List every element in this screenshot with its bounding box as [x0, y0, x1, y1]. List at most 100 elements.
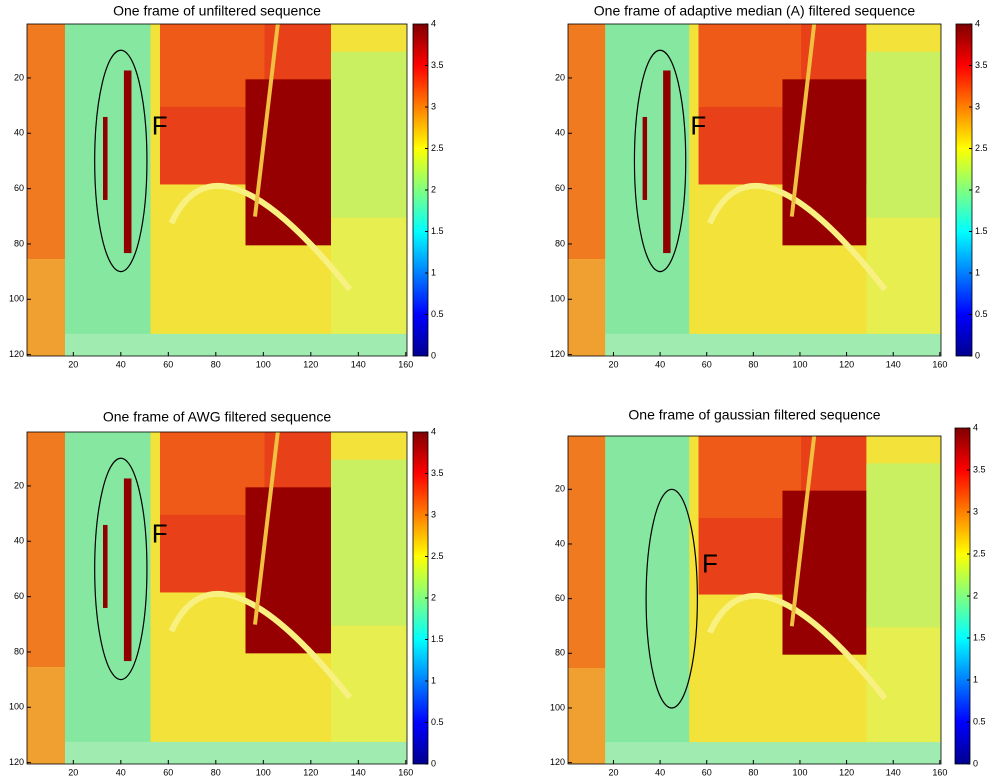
y-tick-label: 80 [555, 238, 565, 248]
y-tick-label: 60 [14, 183, 24, 193]
panel-title: One frame of unfiltered sequence [113, 3, 321, 19]
colorbar-tick-label: 0.5 [431, 717, 444, 727]
x-tick-label: 120 [303, 767, 318, 776]
image-region [605, 742, 941, 764]
image-region [568, 259, 606, 356]
colorbar-tick-label: 4 [973, 422, 978, 432]
colorbar-tick-label: 2.5 [431, 551, 444, 561]
y-tick-label: 20 [14, 72, 24, 82]
y-tick-label: 20 [14, 480, 24, 490]
image-region [789, 24, 817, 217]
image-region [27, 24, 65, 260]
image-region [65, 24, 151, 356]
x-tick-label: 140 [886, 359, 901, 369]
x-tick-label: 160 [932, 359, 947, 369]
image-region [642, 116, 648, 200]
colorbar-tick-label: 2 [973, 590, 978, 600]
y-tick-label: 80 [14, 238, 24, 248]
x-tick-label: 120 [839, 359, 854, 369]
annotation-ellipse [94, 49, 148, 273]
image-region [331, 217, 407, 356]
colorbar-tick-label: 3.5 [975, 60, 988, 70]
x-tick-label: 120 [839, 767, 854, 776]
x-tick-label: 20 [608, 767, 618, 776]
colorbar-tick-label: 3.5 [973, 464, 986, 474]
image-region [866, 463, 941, 628]
x-tick-label: 100 [256, 767, 271, 776]
y-tick-label: 120 [550, 757, 565, 767]
annotation-ellipse [94, 457, 148, 681]
image-region [168, 590, 353, 700]
image-region [253, 432, 280, 625]
colorbar-tick-label: 2.5 [975, 143, 988, 153]
image-region [568, 668, 606, 764]
colorbar-tick-label: 1.5 [973, 632, 986, 642]
image-region [866, 627, 941, 764]
colorbar-tick-label: 4 [431, 426, 436, 436]
colorbar-tick-label: 1.5 [975, 226, 988, 236]
x-tick-label: 120 [303, 359, 318, 369]
image-region [663, 70, 671, 254]
image-region [605, 24, 690, 356]
image-region [168, 182, 353, 292]
colorbar-tick-label: 1.5 [431, 634, 444, 644]
x-tick-label: 100 [256, 359, 271, 369]
colorbar-tick-label: 2 [975, 184, 980, 194]
x-tick-label: 20 [68, 767, 78, 776]
colorbar-tick-label: 2 [431, 592, 436, 602]
x-tick-label: 40 [655, 767, 665, 776]
colorbar-tick-label: 4 [431, 18, 436, 28]
colorbar-tick-label: 2 [431, 184, 436, 194]
annotation: F [152, 111, 168, 141]
y-tick-label: 40 [14, 128, 24, 138]
colorbar-tick-label: 3.5 [431, 60, 444, 70]
annotation-ellipse [645, 488, 698, 709]
y-tick-label: 100 [9, 702, 24, 712]
colorbar-tick-label: 3 [975, 101, 980, 111]
colorbar-tick-label: 1 [975, 267, 980, 277]
colorbar-tick-label: 0.5 [975, 309, 988, 319]
y-tick-label: 80 [555, 648, 565, 658]
image-region [707, 182, 888, 292]
image-region [568, 436, 606, 669]
image-region [27, 667, 65, 764]
colorbar-tick-label: 4 [975, 18, 980, 28]
colorbar-tick-label: 3 [431, 509, 436, 519]
colorbar-tick-label: 0.5 [431, 309, 444, 319]
x-tick-label: 40 [116, 767, 126, 776]
colorbar-tick-label: 0 [973, 758, 978, 768]
axes-box [567, 23, 942, 357]
x-tick-label: 60 [163, 767, 173, 776]
image-region [27, 259, 65, 356]
y-tick-label: 40 [555, 128, 565, 138]
image-region [866, 51, 941, 218]
x-tick-label: 20 [68, 359, 78, 369]
image-region [103, 116, 108, 200]
axes-box [567, 435, 942, 765]
x-tick-label: 80 [211, 767, 221, 776]
x-tick-label: 60 [163, 359, 173, 369]
colorbar-tick-label: 0 [431, 350, 436, 360]
x-tick-label: 80 [748, 767, 758, 776]
image-region [789, 436, 817, 627]
x-tick-label: 140 [351, 767, 366, 776]
colorbar-tick-label: 1 [431, 675, 436, 685]
y-tick-label: 40 [555, 538, 565, 548]
image [27, 432, 407, 764]
image-region [331, 459, 407, 626]
x-tick-label: 140 [351, 359, 366, 369]
y-tick-label: 20 [555, 484, 565, 494]
panel-title: One frame of AWG filtered sequence [103, 409, 331, 425]
colorbar-tick-label: 3.5 [431, 468, 444, 478]
image-region [103, 524, 108, 608]
image [568, 24, 941, 356]
image [568, 436, 941, 764]
annotation: F [690, 111, 706, 141]
x-tick-label: 40 [655, 359, 665, 369]
y-tick-label: 120 [550, 349, 565, 359]
colorbar-tick-label: 0 [975, 350, 980, 360]
colorbar-tick-label: 2.5 [431, 143, 444, 153]
y-tick-label: 20 [555, 72, 565, 82]
x-tick-label: 40 [116, 359, 126, 369]
